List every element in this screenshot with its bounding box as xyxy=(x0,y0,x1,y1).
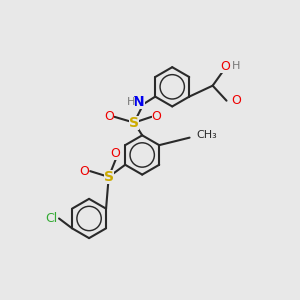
Text: O: O xyxy=(111,147,121,160)
Text: O: O xyxy=(152,110,161,123)
Text: H: H xyxy=(127,97,135,107)
Text: Cl: Cl xyxy=(45,212,57,225)
Text: O: O xyxy=(80,165,89,178)
Text: S: S xyxy=(129,116,139,130)
Text: O: O xyxy=(232,94,242,107)
Text: S: S xyxy=(104,170,114,184)
Text: CH₃: CH₃ xyxy=(196,130,217,140)
Text: H: H xyxy=(232,61,240,71)
Text: N: N xyxy=(133,95,145,109)
Text: O: O xyxy=(104,110,114,123)
Text: O: O xyxy=(220,59,230,73)
